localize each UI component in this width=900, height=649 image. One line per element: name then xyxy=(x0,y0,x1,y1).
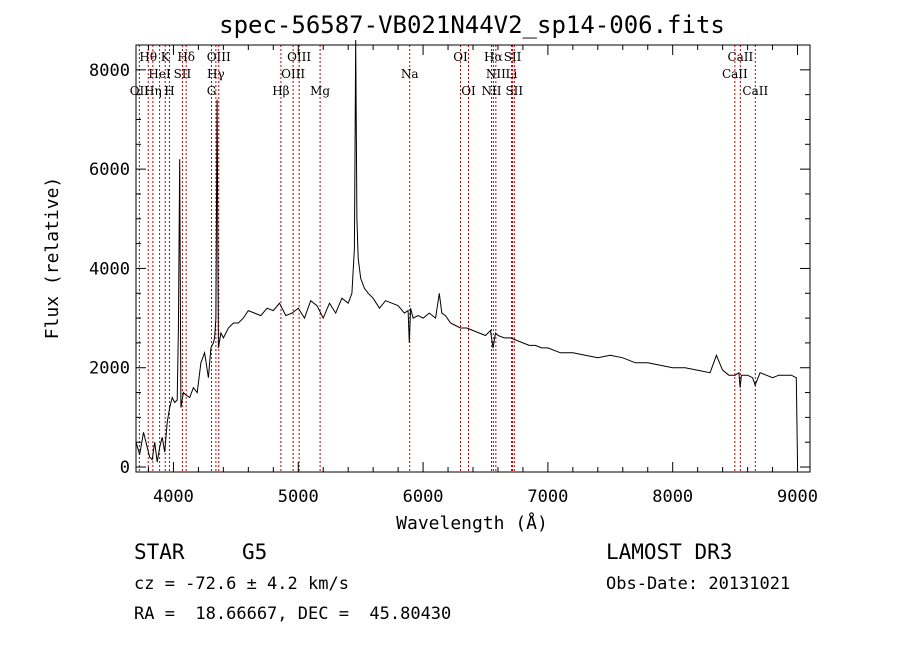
line-marker-label: HeI xyxy=(148,67,171,81)
object-class: STAR xyxy=(134,540,185,564)
y-tick-label: 4000 xyxy=(89,259,130,279)
line-marker-label: Hβ xyxy=(272,84,289,98)
survey-name: LAMOST DR3 xyxy=(606,540,732,564)
y-tick-label: 0 xyxy=(120,458,130,478)
line-marker-label: OII xyxy=(130,84,150,98)
chart-title: spec-56587-VB021N44V2_sp14-006.fits xyxy=(219,11,725,39)
x-tick-label: 7000 xyxy=(527,487,568,507)
x-tick-label: 4000 xyxy=(153,487,194,507)
line-marker-label: Hθ xyxy=(139,50,157,64)
x-tick-label: 6000 xyxy=(403,487,444,507)
line-marker-label: Na xyxy=(401,67,419,81)
line-marker-label: SII xyxy=(505,84,523,98)
line-marker-label: OIII xyxy=(281,67,305,81)
line-marker-labels: HθHηOIIHeIKHSIIHδGHγOIIIHβOIIIOIIIMgNaOI… xyxy=(130,50,769,98)
line-marker-label: Hγ xyxy=(207,67,225,81)
x-axis-label: Wavelength (Å) xyxy=(396,512,548,534)
y-axis-ticks: 0 2000 4000 6000 8000 xyxy=(89,44,810,478)
y-tick-label: 8000 xyxy=(89,61,130,81)
line-marker-label: NII xyxy=(486,67,506,81)
line-marker-label: Hα xyxy=(484,50,503,64)
line-marker-label: G xyxy=(207,84,217,98)
line-marker-label: Li xyxy=(506,67,518,81)
line-marker-label: NII xyxy=(481,84,501,98)
line-marker-label: OIII xyxy=(287,50,311,64)
redshift-readout: cz = -72.6 ± 4.2 km/s xyxy=(134,574,349,594)
y-axis-label: Flux (relative) xyxy=(42,177,63,340)
line-markers xyxy=(138,45,756,472)
y-tick-label: 2000 xyxy=(89,359,130,379)
line-marker-label: H xyxy=(164,84,174,98)
line-marker-label: OIII xyxy=(207,50,231,64)
line-marker-label: Hδ xyxy=(177,50,195,64)
line-marker-label: Mg xyxy=(310,84,330,98)
line-marker-label: SII xyxy=(504,50,522,64)
x-tick-label: 8000 xyxy=(652,487,693,507)
plot-frame xyxy=(135,44,811,473)
x-axis-ticks: 4000 5000 6000 7000 8000 9000 xyxy=(147,45,818,507)
obs-date: Obs-Date: 20131021 xyxy=(606,574,790,594)
line-marker-label: Hη xyxy=(144,84,162,98)
y-tick-label: 6000 xyxy=(89,160,130,180)
line-marker-label: CaII xyxy=(722,67,748,81)
line-marker-label: CaII xyxy=(727,50,753,64)
x-tick-label: 9000 xyxy=(777,487,818,507)
line-marker-label: OI xyxy=(453,50,468,64)
line-marker-label: CaII xyxy=(742,84,768,98)
line-marker-label: OI xyxy=(461,84,476,98)
subclass: G5 xyxy=(242,540,267,564)
line-marker-label: SII xyxy=(174,67,192,81)
x-tick-label: 5000 xyxy=(278,487,319,507)
coordinates: RA = 18.66667, DEC = 45.80430 xyxy=(134,604,451,624)
spectrum-line xyxy=(135,39,798,463)
line-marker-label: K xyxy=(161,50,171,64)
